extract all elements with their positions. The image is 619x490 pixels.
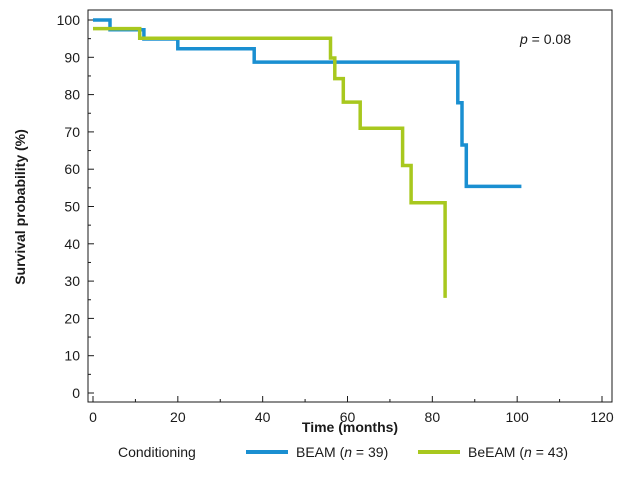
y-tick-label: 80 [64,87,80,103]
legend-title: Conditioning [118,444,196,460]
y-tick-label: 70 [64,124,80,140]
y-tick-label: 0 [72,385,80,401]
series-line-beam [93,18,522,189]
x-tick-label: 40 [255,409,271,425]
x-tick-label: 60 [340,409,356,425]
x-tick-label: 120 [590,409,614,425]
y-tick-label: 20 [64,310,80,326]
y-tick-label: 30 [64,273,80,289]
y-tick-label: 100 [57,12,81,28]
survival-chart: 0 10 20 30 40 50 60 70 80 90 100 0 20 40 60 80 100 120 p… [12,9,614,435]
x-tick-label: 0 [89,409,97,425]
legend: Conditioning BEAM (n = 39) BeEAM (n = 43… [0,440,619,466]
y-tick-label: 40 [64,236,80,252]
series-line-beeam [93,26,447,298]
y-tick-label: 50 [64,199,80,215]
legend-swatch-beeam [418,450,460,454]
legend-item-beeam: BeEAM (n = 43) [418,444,568,460]
y-tick-label: 10 [64,348,80,364]
p-value-annotation: p = 0.08 [519,31,571,47]
legend-swatch-beam [246,450,288,454]
y-tick-label: 60 [64,161,80,177]
y-tick-label: 90 [64,49,80,65]
plot-frame [87,9,613,403]
legend-label-beam: BEAM (n = 39) [296,444,389,460]
x-tick-label: 80 [425,409,441,425]
legend-item-beam: BEAM (n = 39) [246,444,388,460]
y-axis-title: Survival probability (%) [12,129,28,285]
x-tick-label: 100 [505,409,529,425]
x-tick-label: 20 [170,409,186,425]
legend-label-beeam: BeEAM (n = 43) [468,444,569,460]
x-axis-title: Time (months) [302,419,398,435]
